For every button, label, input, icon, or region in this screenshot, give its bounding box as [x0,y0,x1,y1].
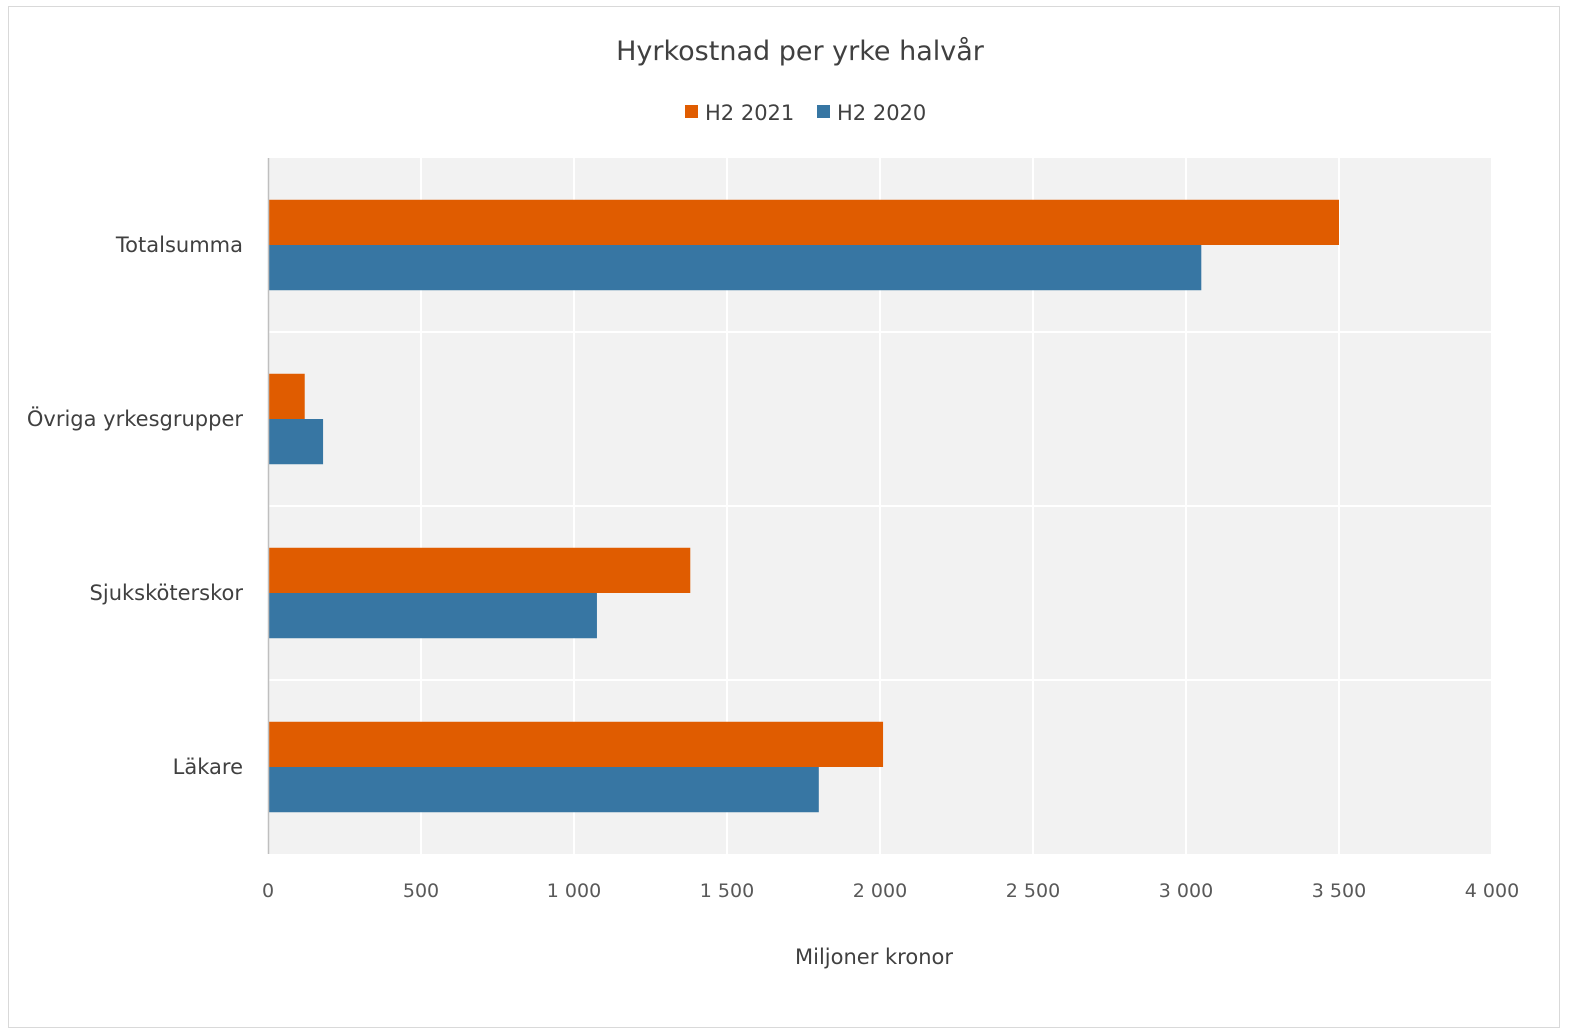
legend: H2 2021 H2 2020 [685,101,926,125]
x-tick-label: 500 [403,880,439,902]
x-tick-label: 4 000 [1465,880,1519,902]
bar-h2-2020-0 [268,767,819,813]
x-tick-label: 2 500 [1006,880,1060,902]
legend-label-h2-2021: H2 2021 [705,101,794,125]
bar-h2-2020-1 [268,593,597,639]
legend-swatch-h2-2020 [817,105,830,118]
legend-label-h2-2020: H2 2020 [837,101,926,125]
x-tick-label: 3 000 [1159,880,1213,902]
x-tick-labels: 0 500 1 000 1 500 2 000 2 500 3 000 3 500 4 000 [262,880,1519,902]
bars [268,199,1339,813]
category-label: Övriga yrkesgrupper [27,406,243,431]
x-tick-label: 0 [262,880,274,902]
bar-h2-2021-0 [268,721,884,767]
x-tick-label: 3 500 [1312,880,1366,902]
category-label: Totalsumma [115,233,243,257]
legend-swatch-h2-2021 [685,105,698,118]
category-label: Läkare [173,755,243,779]
bar-h2-2021-3 [268,199,1339,245]
bar-h2-2021-1 [268,547,691,593]
category-labels: Läkare Sjuksköterskor Övriga yrkesgrupper T… [27,233,243,779]
x-tick-label: 1 000 [547,880,601,902]
category-label: Sjuksköterskor [90,581,244,605]
bar-h2-2020-3 [268,245,1202,291]
chart-title: Hyrkostnad per yrke halvår [616,36,985,67]
x-tick-label: 1 500 [700,880,754,902]
x-tick-label: 2 000 [853,880,907,902]
x-axis-title: Miljoner kronor [795,945,953,969]
bar-h2-2020-2 [268,419,324,465]
bar-h2-2021-2 [268,373,305,419]
